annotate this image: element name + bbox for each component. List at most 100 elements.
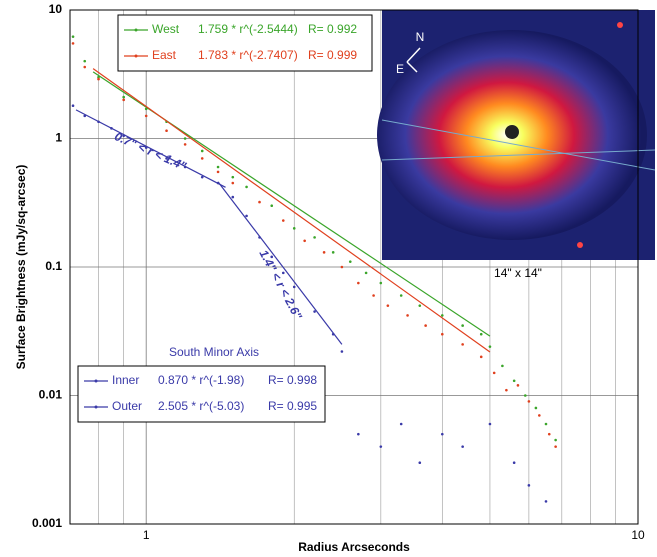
data-point <box>517 384 520 387</box>
data-point <box>461 343 464 346</box>
data-point <box>83 60 86 63</box>
data-point <box>418 304 421 307</box>
data-point <box>418 461 421 464</box>
data-point <box>313 236 316 239</box>
data-point <box>548 433 551 436</box>
x-tick-label: 1 <box>143 528 150 542</box>
data-point <box>83 66 86 69</box>
annotation: 1.4" < r < 2.6" <box>257 247 306 322</box>
data-point <box>400 294 403 297</box>
chart: 1 10 0.001 0.01 0.1 1 10 Radius Arcseconds Surfa… <box>0 0 657 557</box>
data-point <box>323 251 326 254</box>
data-point <box>217 171 220 174</box>
annotation: N <box>416 30 425 44</box>
data-point <box>217 166 220 169</box>
legend-r: R= 0.999 <box>308 48 357 62</box>
data-point <box>282 219 285 222</box>
data-point <box>380 445 383 448</box>
data-point <box>535 407 538 410</box>
data-point <box>72 35 75 38</box>
data-point <box>332 251 335 254</box>
data-point <box>184 137 187 140</box>
legend-r: R= 0.998 <box>268 373 317 387</box>
data-point <box>341 266 344 269</box>
data-point <box>528 484 531 487</box>
legend-r: R= 0.992 <box>308 22 357 36</box>
legend-swatch-dot <box>95 380 98 383</box>
data-point <box>461 445 464 448</box>
data-point <box>400 423 403 426</box>
x-tick-label: 10 <box>631 528 645 542</box>
data-point <box>165 129 168 132</box>
data-point <box>424 324 427 327</box>
data-point <box>258 201 261 204</box>
data-point <box>489 423 492 426</box>
y-tick-label: 0.1 <box>45 259 62 273</box>
data-point <box>293 227 296 230</box>
data-point <box>513 461 516 464</box>
legend-label: Inner <box>112 373 139 387</box>
legend-label: Outer <box>112 399 142 413</box>
data-point <box>245 215 248 218</box>
data-point <box>245 186 248 189</box>
legend-swatch-dot <box>95 406 98 409</box>
data-point <box>122 96 125 99</box>
data-point <box>489 345 492 348</box>
data-point <box>545 423 548 426</box>
legend-formula: 1.759 * r^(-2.5444) <box>198 22 298 36</box>
data-point <box>303 239 306 242</box>
data-point <box>372 294 375 297</box>
data-point <box>406 314 409 317</box>
data-point <box>480 333 483 336</box>
data-point <box>231 182 234 185</box>
data-point <box>441 314 444 317</box>
data-point <box>380 282 383 285</box>
annotation: E <box>396 62 404 76</box>
data-point <box>524 394 527 397</box>
y-tick-label: 0.01 <box>39 388 63 402</box>
data-point <box>293 286 296 289</box>
data-point <box>145 115 148 118</box>
data-point <box>441 433 444 436</box>
legend-r: R= 0.995 <box>268 399 317 413</box>
data-point <box>461 324 464 327</box>
y-tick-label: 0.001 <box>32 516 62 530</box>
data-point <box>441 333 444 336</box>
data-point <box>365 272 368 275</box>
data-point <box>528 400 531 403</box>
data-point <box>513 380 516 383</box>
legend-swatch-dot <box>135 55 138 58</box>
data-point <box>349 260 352 263</box>
data-point <box>554 439 557 442</box>
legend-title: South Minor Axis <box>169 345 259 359</box>
data-point <box>97 78 100 81</box>
data-point <box>201 157 204 160</box>
data-point <box>501 365 504 368</box>
annotation: 14" x 14" <box>494 266 542 280</box>
data-point <box>201 150 204 153</box>
data-point <box>505 389 508 392</box>
inset-image <box>377 10 655 260</box>
data-point <box>72 42 75 45</box>
data-point <box>357 433 360 436</box>
data-point <box>184 143 187 146</box>
data-point <box>387 304 390 307</box>
data-point <box>231 176 234 179</box>
legend-label: East <box>152 48 177 62</box>
data-point <box>480 356 483 359</box>
y-tick-label: 10 <box>49 2 63 16</box>
data-point <box>231 196 234 199</box>
data-point <box>122 99 125 102</box>
legend-formula: 2.505 * r^(-5.03) <box>158 399 244 413</box>
y-axis-label: Surface Brightness (mJy/sq-arcsec) <box>14 165 28 370</box>
x-axis-label: Radius Arcseconds <box>298 540 410 554</box>
data-point <box>538 414 541 417</box>
y-tick-label: 1 <box>55 131 62 145</box>
legend-formula: 1.783 * r^(-2.7407) <box>198 48 298 62</box>
data-point <box>493 372 496 375</box>
legend-formula: 0.870 * r^(-1.98) <box>158 373 244 387</box>
data-point <box>270 204 273 207</box>
fit-line <box>218 182 342 345</box>
data-point <box>357 282 360 285</box>
data-point <box>341 350 344 353</box>
